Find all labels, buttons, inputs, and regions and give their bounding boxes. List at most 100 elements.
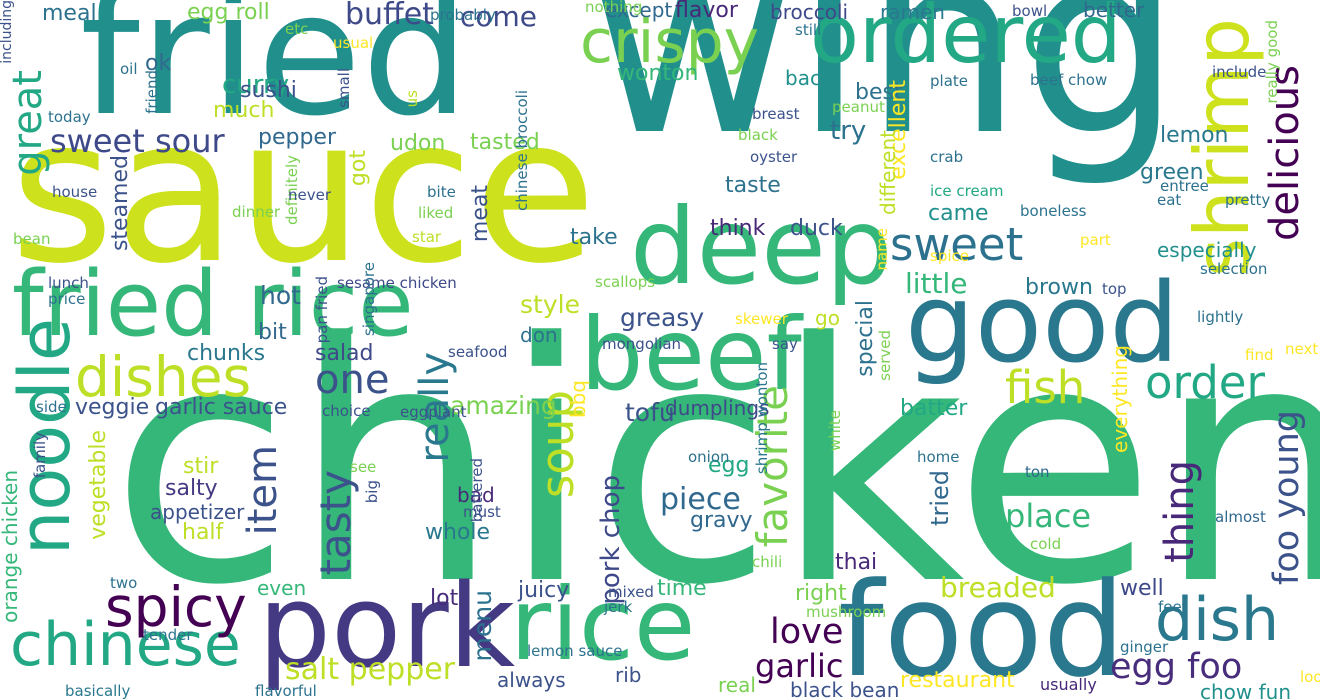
word-restaurant: restaurant — [900, 668, 1015, 693]
word-egg-foo: egg foo — [1110, 647, 1243, 687]
word-black-bean: black bean — [790, 678, 900, 700]
word-crab: crab — [930, 148, 964, 166]
word-including: including — [0, 0, 15, 64]
word-duck: duck — [790, 216, 843, 241]
word-half: half — [182, 520, 224, 545]
word-green: green — [1140, 160, 1204, 185]
word-us: us — [403, 90, 421, 108]
word-orange-chicken: orange chicken — [0, 470, 22, 623]
word-bite: bite — [427, 183, 456, 201]
word-little: little — [905, 267, 968, 300]
word-chinese-broccoli: chinese broccoli — [513, 90, 531, 212]
word-chow-fun: chow fun — [1200, 680, 1292, 700]
word-came: came — [928, 201, 989, 226]
word-crispy: crispy — [580, 7, 760, 77]
word-menu: menu — [468, 590, 497, 662]
word-see: see — [350, 458, 377, 476]
word-jerk: jerk — [604, 598, 633, 616]
word-price: price — [48, 290, 86, 308]
word-part: part — [1080, 231, 1111, 249]
word-ginger: ginger — [1120, 638, 1169, 656]
word-don: don — [520, 323, 558, 347]
word-big: big — [363, 480, 381, 504]
word-chunks: chunks — [187, 341, 266, 366]
word-flavorful: flavorful — [255, 682, 317, 700]
word-great: great — [5, 70, 51, 176]
word-oyster: oyster — [750, 148, 798, 166]
word-include: include — [1212, 63, 1267, 81]
word-find: find — [1245, 346, 1274, 364]
word-spicy: spicy — [105, 575, 247, 639]
word-black: black — [738, 126, 778, 144]
word-one: one — [315, 357, 390, 403]
word-veggie: veggie — [75, 395, 150, 420]
word-back: back — [785, 66, 833, 90]
word-thai: thai — [835, 550, 878, 575]
word-batter: batter — [900, 396, 968, 421]
word-better: better — [1083, 0, 1145, 22]
word-home: home — [917, 448, 960, 466]
word-fish: fish — [1005, 361, 1086, 414]
word-juicy: juicy — [518, 578, 570, 603]
word-white: white — [826, 410, 844, 452]
word-hot: hot — [260, 281, 301, 310]
word-foo-young: foo young — [1267, 410, 1307, 585]
word-tofu: tofu — [625, 398, 675, 427]
word-house: house — [52, 183, 98, 201]
word-boneless: boneless — [1020, 202, 1087, 220]
word-beef: beef — [580, 296, 802, 413]
word-salty: salty — [165, 476, 218, 501]
word-side: side — [36, 398, 67, 416]
word-mixed: mixed — [608, 583, 654, 601]
word-ok: ok — [145, 51, 172, 76]
word-ordered: ordered — [810, 0, 1122, 81]
word-vegetable: vegetable — [86, 430, 111, 540]
word-singapore: singapore — [360, 262, 378, 336]
word-bit: bit — [258, 320, 287, 345]
word-bad: bad — [457, 483, 495, 507]
word-ice-cream: ice cream — [930, 182, 1004, 200]
word-spice: spice — [930, 247, 969, 265]
word-shrimp-wonton: shrimp wonton — [753, 362, 771, 475]
word-onion: onion — [688, 448, 730, 466]
word-think: think — [710, 216, 766, 241]
word-ton: ton — [1025, 463, 1050, 481]
word-meat: meat — [468, 185, 493, 243]
word-say: say — [772, 335, 798, 353]
word-plate: plate — [930, 72, 968, 90]
word-liked: liked — [418, 204, 454, 222]
word-never: never — [288, 186, 332, 204]
word-best: best — [855, 80, 903, 105]
word-appetizer: appetizer — [150, 500, 245, 524]
word-scallops: scallops — [595, 273, 656, 291]
word-really-good: really good — [1263, 20, 1281, 104]
word-dishes: dishes — [75, 345, 252, 409]
word-curry: curry — [222, 70, 290, 100]
word-etc: etc — [285, 20, 309, 38]
word-place: place — [1005, 497, 1092, 535]
word-breaded: breaded — [940, 571, 1056, 604]
word-sauce: sauce — [10, 75, 597, 308]
word-basically: basically — [65, 682, 131, 700]
word-choice: choice — [322, 402, 371, 420]
word-tried: tried — [926, 470, 954, 526]
word-still: still — [795, 21, 822, 39]
word-lemon: lemon — [1160, 123, 1229, 148]
word-deep: deep — [630, 186, 893, 308]
word-star: star — [412, 228, 442, 246]
word-egg: egg — [708, 453, 750, 478]
word-eggplant: eggplant — [400, 403, 467, 421]
word-order: order — [1145, 356, 1265, 409]
word-chinese: chinese — [10, 610, 241, 680]
word-chicken: chicken — [110, 273, 1320, 657]
word-flavor: flavor — [675, 0, 738, 23]
word-time: time — [657, 576, 707, 601]
word-bowl: bowl — [1012, 2, 1048, 20]
word-dumplings: dumplings — [665, 396, 770, 420]
word-stir: stir — [183, 454, 219, 479]
word-got: got — [346, 150, 371, 187]
word-everything: everything — [1108, 345, 1132, 453]
word-wing: wing — [590, 0, 1182, 190]
word-steamed: steamed — [108, 155, 133, 252]
word-ramen: ramen — [880, 0, 945, 24]
